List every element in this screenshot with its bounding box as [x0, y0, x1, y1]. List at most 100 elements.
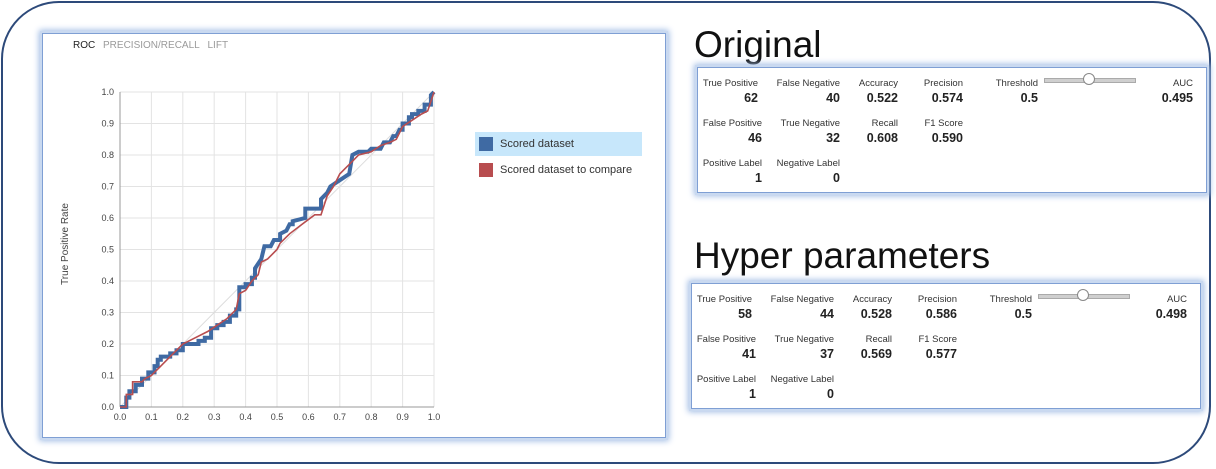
metric-negative-label-value: 0: [827, 387, 834, 401]
metric-f1-score-value: 0.577: [925, 347, 957, 361]
metric-true-negative-label: True Negative: [774, 334, 834, 345]
metric-precision-value: 0.574: [931, 91, 963, 105]
metric-false-negative: False Negative 44: [762, 294, 834, 321]
x-tick-label: 0.0: [114, 412, 127, 422]
metric-auc-label: AUC: [1172, 78, 1193, 89]
metrics-panel-original: True Positive 62 False Negative 40 Accuracy 0…: [697, 67, 1207, 193]
y-axis-label: True Positive Rate: [60, 203, 71, 285]
tab-lift[interactable]: LIFT: [207, 40, 229, 51]
metric-accuracy-label: Accuracy: [858, 78, 898, 89]
metric-f1-score-label: F1 Score: [918, 334, 957, 345]
chart-tabs: ROC PRECISION/RECALL LIFT: [73, 40, 233, 51]
metric-accuracy-value: 0.528: [860, 307, 892, 321]
metric-false-negative: False Negative 40: [768, 78, 840, 105]
metric-true-negative-label: True Negative: [780, 118, 840, 129]
legend-label: Scored dataset: [500, 138, 574, 150]
y-tick-label: 0.9: [101, 119, 114, 129]
x-tick-label: 0.5: [271, 412, 284, 422]
metric-false-positive-label: False Positive: [702, 118, 762, 129]
metric-f1-score-label: F1 Score: [924, 118, 963, 129]
x-tick-label: 0.7: [334, 412, 347, 422]
metric-precision: Precision 0.586: [907, 294, 957, 321]
metric-recall-value: 0.569: [860, 347, 892, 361]
legend-swatch: [479, 137, 493, 151]
metric-true-positive-value: 58: [738, 307, 752, 321]
metric-auc-value: 0.498: [1155, 307, 1187, 321]
metrics-panel-hyper-parameters: True Positive 58 False Negative 44 Accuracy 0…: [691, 283, 1201, 409]
series-line-scored-dataset-to-compare: [120, 91, 435, 408]
x-tick-label: 0.8: [365, 412, 378, 422]
metric-auc-label: AUC: [1166, 294, 1187, 305]
metric-true-positive-value: 62: [744, 91, 758, 105]
y-tick-label: 0.2: [101, 339, 114, 349]
y-tick-label: 0.1: [101, 371, 114, 381]
chart-legend: Scored dataset Scored dataset to compare: [475, 132, 642, 184]
metric-false-negative-label: False Negative: [770, 294, 834, 305]
y-tick-label: 1.0: [101, 87, 114, 97]
metric-false-negative-label: False Negative: [776, 78, 840, 89]
legend-item-scored-dataset[interactable]: Scored dataset: [475, 132, 642, 156]
metric-negative-label-value: 0: [833, 171, 840, 185]
y-tick-label: 0.3: [101, 308, 114, 318]
metric-positive-label-value: 1: [755, 171, 762, 185]
metric-positive-label: Positive Label 1: [686, 374, 756, 401]
chart-series: [120, 90, 436, 409]
x-tick-label: 0.2: [177, 412, 190, 422]
metric-negative-label-label: Negative Label: [776, 158, 840, 169]
metric-threshold-value: 0.5: [1014, 307, 1032, 321]
metric-true-positive-label: True Positive: [702, 78, 758, 89]
threshold-slider-thumb[interactable]: [1083, 73, 1095, 85]
metric-precision-label: Precision: [923, 78, 963, 89]
metric-accuracy-value: 0.522: [866, 91, 898, 105]
metric-true-negative: True Negative 37: [762, 334, 834, 361]
metric-false-positive: False Positive 46: [692, 118, 762, 145]
x-tick-label: 0.4: [239, 412, 252, 422]
series-line-scored-dataset: [120, 90, 436, 409]
metric-true-positive-label: True Positive: [696, 294, 752, 305]
metric-accuracy-label: Accuracy: [852, 294, 892, 305]
metric-negative-label-label: Negative Label: [770, 374, 834, 385]
y-tick-label: 0.5: [101, 245, 114, 255]
metric-false-positive-label: False Positive: [696, 334, 756, 345]
metric-recall-value: 0.608: [866, 131, 898, 145]
metric-true-positive: True Positive 58: [686, 294, 752, 321]
metric-f1-score: F1 Score 0.577: [907, 334, 957, 361]
metric-false-negative-value: 40: [826, 91, 840, 105]
y-tick-label: 0.7: [101, 182, 114, 192]
metric-negative-label: Negative Label 0: [762, 374, 834, 401]
metric-f1-score-value: 0.590: [931, 131, 963, 145]
threshold-slider-thumb[interactable]: [1077, 289, 1089, 301]
legend-item-scored-dataset-to-compare[interactable]: Scored dataset to compare: [475, 158, 642, 182]
metric-auc: AUC 0.498: [1132, 294, 1187, 321]
metric-auc: AUC 0.495: [1138, 78, 1193, 105]
metric-positive-label: Positive Label 1: [692, 158, 762, 185]
metric-f1-score: F1 Score 0.590: [913, 118, 963, 145]
y-tick-label: 0.6: [101, 213, 114, 223]
y-tick-label: 0.8: [101, 150, 114, 160]
metric-true-negative-value: 32: [826, 131, 840, 145]
x-tick-label: 1.0: [428, 412, 441, 422]
x-tick-label: 0.3: [208, 412, 221, 422]
tab-roc[interactable]: ROC: [73, 40, 96, 51]
metric-threshold-label: Threshold: [995, 78, 1038, 89]
metric-precision-label: Precision: [917, 294, 957, 305]
metric-true-negative-value: 37: [820, 347, 834, 361]
y-tick-label: 0.0: [101, 402, 114, 412]
section-title-hyper-parameters: Hyper parameters: [694, 235, 991, 276]
metric-negative-label: Negative Label 0: [768, 158, 840, 185]
tab-precision-recall[interactable]: PRECISION/RECALL: [103, 40, 200, 51]
metric-threshold: Threshold 0.5: [982, 294, 1032, 321]
x-tick-label: 0.9: [396, 412, 409, 422]
y-tick-label: 0.4: [101, 276, 114, 286]
x-tick-label: 0.6: [302, 412, 315, 422]
metric-positive-label-value: 1: [749, 387, 756, 401]
metric-recall-label: Recall: [865, 334, 892, 345]
metric-recall-label: Recall: [871, 118, 898, 129]
metric-true-positive: True Positive 62: [692, 78, 758, 105]
metric-false-positive-value: 41: [742, 347, 756, 361]
metric-false-negative-value: 44: [820, 307, 834, 321]
chart-ticks: 0.0 0.1 0.2 0.3 0.4 0.5 0.6 0.7 0.8 0.9 1.0 0.0 0.1 0…: [101, 87, 440, 422]
metric-recall: Recall 0.569: [842, 334, 892, 361]
roc-chart-panel: ROC PRECISION/RECALL LIFT 0.0 0.1 0.2 0.3 0.…: [42, 33, 666, 438]
